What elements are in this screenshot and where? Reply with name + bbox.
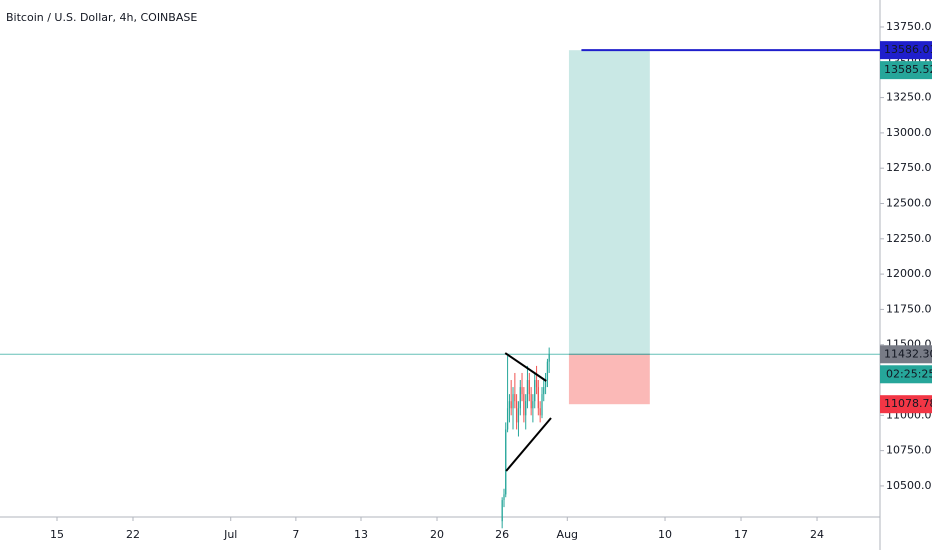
- candle-body: [501, 500, 503, 522]
- price-label-box: [880, 61, 932, 80]
- candle-body: [517, 408, 520, 423]
- target-zone: [568, 50, 650, 355]
- candle-body: [526, 380, 529, 402]
- candle-body: [532, 401, 534, 409]
- candle-body: [521, 387, 523, 395]
- candle-body: [535, 380, 538, 388]
- candle-body: [539, 408, 541, 416]
- candle-body: [514, 394, 516, 402]
- y-tick-label: 10750.00: [886, 444, 932, 457]
- candle-body: [546, 361, 549, 381]
- candle-body: [515, 401, 518, 423]
- candle-body: [528, 380, 530, 395]
- y-tick-label: 13250.00: [886, 91, 932, 104]
- y-tick-label: 12500.00: [886, 196, 932, 209]
- price-label: 11432.30: [884, 347, 932, 360]
- x-tick-label: 26: [495, 528, 509, 541]
- trendline: [505, 417, 552, 472]
- stop-zone: [568, 354, 650, 405]
- candle-body: [548, 354, 550, 362]
- y-tick-label: 13000.00: [886, 126, 932, 139]
- y-tick-label: 12750.00: [886, 161, 932, 174]
- x-tick-label: 20: [430, 528, 444, 541]
- x-tick-label: 22: [126, 528, 140, 541]
- trendline: [504, 352, 547, 382]
- x-tick-label: Aug: [557, 528, 578, 541]
- candle-body: [503, 494, 505, 501]
- x-tick-label: 13: [354, 528, 368, 541]
- candle-body: [519, 387, 521, 409]
- countdown-box: [880, 365, 932, 384]
- y-tick-label: 12250.00: [886, 232, 932, 245]
- x-tick-label: Jul: [223, 528, 237, 541]
- candle-body: [537, 387, 539, 409]
- price-label-box: [880, 395, 932, 414]
- candle-body: [523, 394, 525, 416]
- y-tick-label: 12000.00: [886, 267, 932, 280]
- price-label-box: [880, 345, 932, 364]
- x-tick-label: 17: [734, 528, 748, 541]
- price-label-box: [880, 41, 932, 60]
- chart-title: Bitcoin / U.S. Dollar, 4h, COINBASE: [6, 11, 197, 24]
- candle-body: [541, 394, 543, 416]
- countdown-label: 02:25:25: [886, 367, 932, 380]
- candle-body: [544, 380, 547, 388]
- candle-body: [505, 429, 507, 495]
- candle-body: [525, 401, 527, 416]
- x-tick-label: 24: [810, 528, 824, 541]
- candle-body: [506, 408, 509, 430]
- x-tick-label: 10: [658, 528, 672, 541]
- candle-body: [512, 394, 514, 409]
- price-label: 11078.78: [884, 397, 932, 410]
- y-tick-label: 13750.00: [886, 20, 932, 33]
- x-tick-label: 7: [292, 528, 299, 541]
- candle-body: [530, 394, 532, 409]
- price-label: 13585.52: [884, 63, 932, 76]
- price-label: 13586.01: [884, 43, 932, 56]
- y-tick-label: 11750.00: [886, 302, 932, 315]
- x-tick-label: 15: [50, 528, 64, 541]
- candle-body: [508, 401, 511, 409]
- y-tick-label: 10500.00: [886, 479, 932, 492]
- candle-body: [534, 380, 536, 402]
- candle-body: [543, 387, 545, 395]
- candle-body: [510, 401, 512, 409]
